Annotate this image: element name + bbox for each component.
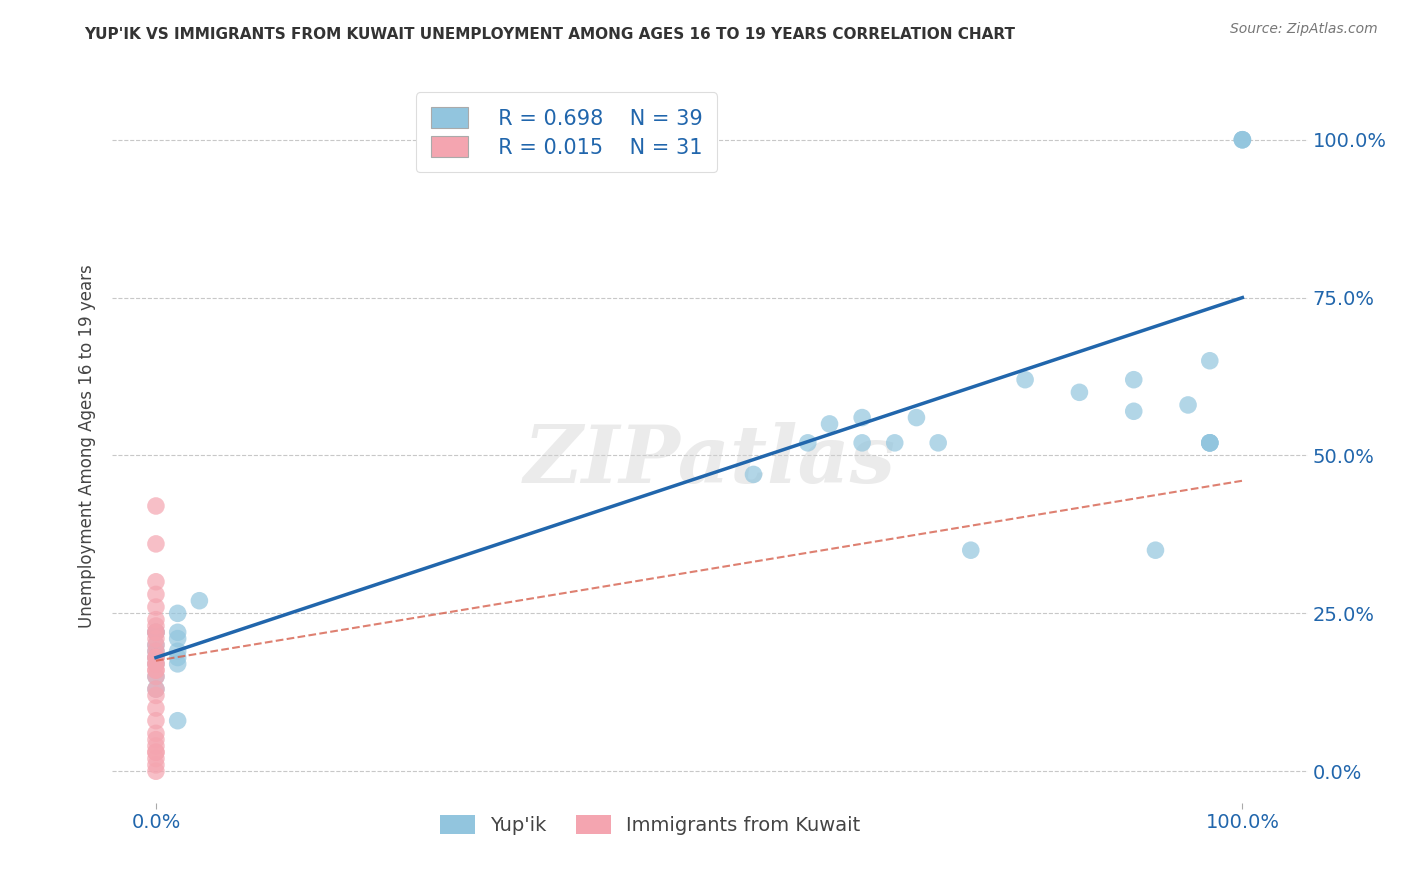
Point	[145, 689, 167, 703]
Point	[145, 663, 167, 677]
Point	[145, 758, 167, 772]
Point	[145, 714, 167, 728]
Point	[145, 625, 167, 640]
Point	[166, 657, 188, 671]
Point	[818, 417, 841, 431]
Point	[145, 650, 167, 665]
Point	[145, 574, 167, 589]
Point	[851, 410, 873, 425]
Point	[145, 638, 167, 652]
Point	[145, 657, 167, 671]
Point	[166, 632, 188, 646]
Point	[145, 625, 167, 640]
Point	[145, 638, 167, 652]
Point	[145, 657, 167, 671]
Y-axis label: Unemployment Among Ages 16 to 19 years: Unemployment Among Ages 16 to 19 years	[77, 264, 96, 628]
Point	[145, 644, 167, 658]
Text: Source: ZipAtlas.com: Source: ZipAtlas.com	[1230, 22, 1378, 37]
Point	[1198, 435, 1220, 450]
Point	[166, 714, 188, 728]
Point	[145, 657, 167, 671]
Point	[145, 650, 167, 665]
Point	[145, 682, 167, 697]
Point	[145, 644, 167, 658]
Point	[1177, 398, 1199, 412]
Legend: Yup'ik, Immigrants from Kuwait: Yup'ik, Immigrants from Kuwait	[432, 807, 869, 843]
Point	[797, 435, 820, 450]
Point	[145, 669, 167, 683]
Point	[145, 650, 167, 665]
Point	[145, 587, 167, 601]
Point	[145, 600, 167, 615]
Point	[145, 701, 167, 715]
Point	[1122, 373, 1144, 387]
Point	[959, 543, 981, 558]
Point	[1014, 373, 1036, 387]
Point	[742, 467, 765, 482]
Point	[883, 435, 905, 450]
Point	[145, 739, 167, 753]
Point	[145, 726, 167, 740]
Point	[145, 613, 167, 627]
Point	[145, 745, 167, 759]
Point	[851, 435, 873, 450]
Point	[145, 751, 167, 765]
Point	[1198, 435, 1220, 450]
Point	[1232, 133, 1254, 147]
Point	[1144, 543, 1167, 558]
Point	[145, 625, 167, 640]
Text: YUP'IK VS IMMIGRANTS FROM KUWAIT UNEMPLOYMENT AMONG AGES 16 TO 19 YEARS CORRELAT: YUP'IK VS IMMIGRANTS FROM KUWAIT UNEMPLO…	[84, 27, 1015, 42]
Point	[166, 625, 188, 640]
Point	[1232, 133, 1254, 147]
Point	[1198, 435, 1220, 450]
Point	[145, 625, 167, 640]
Point	[145, 764, 167, 779]
Point	[1198, 435, 1220, 450]
Point	[1232, 133, 1254, 147]
Point	[145, 682, 167, 697]
Point	[166, 607, 188, 621]
Point	[145, 632, 167, 646]
Point	[145, 732, 167, 747]
Point	[145, 663, 167, 677]
Point	[145, 745, 167, 759]
Point	[188, 593, 211, 607]
Point	[145, 537, 167, 551]
Point	[166, 650, 188, 665]
Point	[145, 669, 167, 683]
Point	[905, 410, 928, 425]
Point	[145, 499, 167, 513]
Point	[927, 435, 949, 450]
Point	[166, 644, 188, 658]
Text: ZIPatlas: ZIPatlas	[524, 422, 896, 499]
Point	[145, 619, 167, 633]
Point	[1198, 353, 1220, 368]
Point	[1069, 385, 1091, 400]
Point	[1122, 404, 1144, 418]
